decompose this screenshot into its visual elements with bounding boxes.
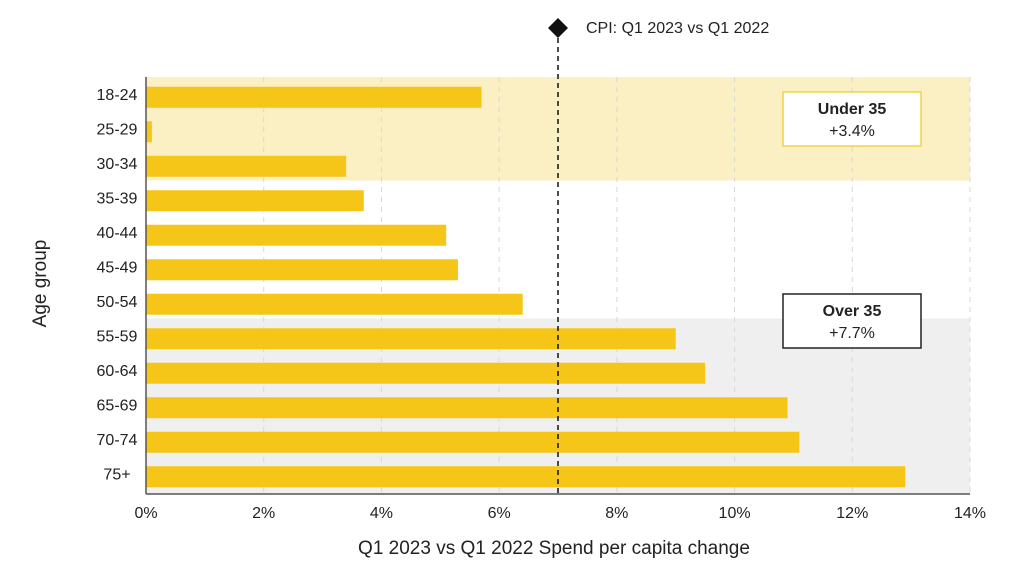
x-tick-label: 0% [134, 505, 157, 522]
group-callout-title: Over 35 [823, 303, 882, 320]
bar [146, 155, 347, 177]
group-callouts: Under 35 +3.4% Over 35 +7.7% [782, 91, 922, 349]
y-axis-title: Age group [30, 240, 51, 328]
cpi-reference: CPI: Q1 2023 vs Q1 2022 [548, 18, 769, 494]
y-tick-label: 25-29 [97, 122, 138, 139]
x-axis-title: Q1 2023 vs Q1 2022 Spend per capita chan… [358, 538, 750, 559]
x-tick-label: 8% [605, 505, 628, 522]
x-tick-label: 2% [252, 505, 275, 522]
cpi-label: CPI: Q1 2023 vs Q1 2022 [586, 20, 769, 37]
y-tick-label: 30-34 [97, 156, 138, 173]
bar [146, 224, 447, 246]
group-callout-value: +3.4% [829, 123, 875, 140]
bar [146, 121, 152, 143]
y-tick-label: 60-64 [97, 363, 138, 380]
bar [146, 190, 364, 212]
bar [146, 293, 523, 315]
axes [145, 77, 970, 495]
bar [146, 86, 482, 108]
group-callout-value: +7.7% [829, 325, 875, 342]
x-tick-label: 4% [370, 505, 393, 522]
cpi-diamond-icon [548, 18, 568, 38]
y-tick-label: 45-49 [97, 260, 138, 277]
bar [146, 431, 800, 453]
bar [146, 466, 906, 488]
x-tick-label: 12% [836, 505, 868, 522]
x-tick-label: 6% [488, 505, 511, 522]
group-callout-box [782, 91, 922, 147]
y-tick-label: 18-24 [97, 87, 138, 104]
bar [146, 328, 676, 350]
bar [146, 397, 788, 419]
bar [146, 259, 458, 281]
y-tick-labels: 18-24 25-29 30-34 35-39 40-44 45-49 50-54 55-59… [97, 87, 138, 484]
y-tick-label: 40-44 [97, 225, 138, 242]
bar [146, 362, 706, 384]
x-tick-label: 14% [954, 505, 986, 522]
group-callout-box [782, 293, 922, 349]
y-tick-label: 70-74 [97, 432, 138, 449]
y-tick-label: 75+ [103, 467, 130, 484]
y-tick-label: 35-39 [97, 191, 138, 208]
y-tick-label: 55-59 [97, 329, 138, 346]
y-tick-label: 50-54 [97, 294, 138, 311]
x-tick-label: 10% [719, 505, 751, 522]
group-callout-title: Under 35 [818, 101, 887, 118]
bars [146, 86, 906, 488]
x-tick-labels: 0% 2% 4% 6% 8% 10% 12% 14% [134, 505, 986, 522]
y-tick-label: 65-69 [97, 398, 138, 415]
